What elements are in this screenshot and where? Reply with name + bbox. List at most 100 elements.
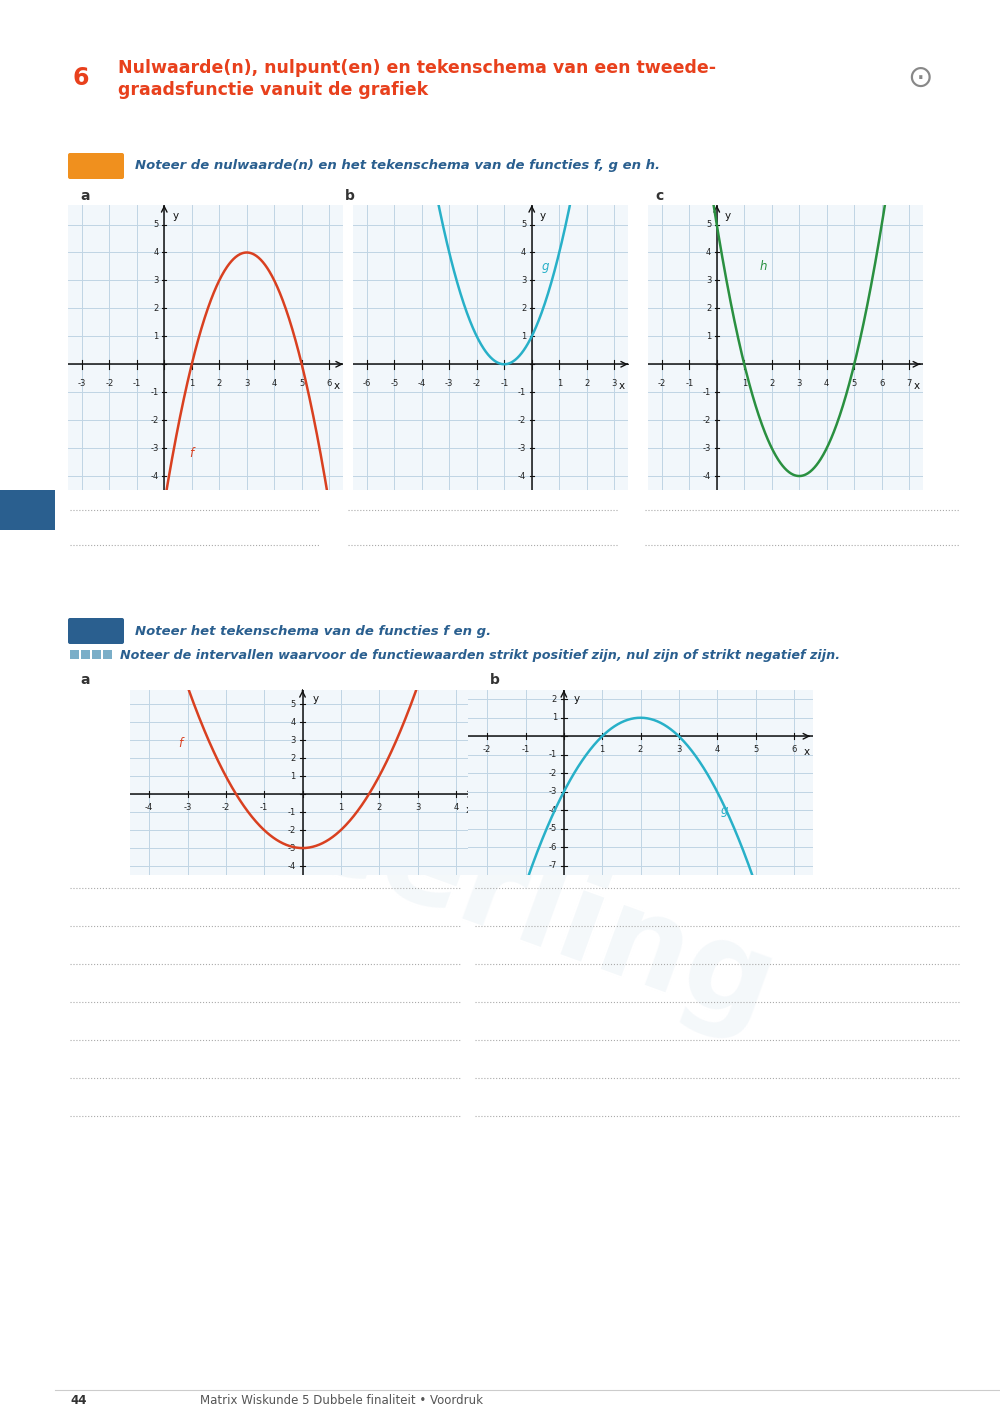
- Text: -2: -2: [105, 379, 113, 387]
- Text: -6: -6: [363, 379, 371, 387]
- Text: 4: 4: [715, 745, 720, 755]
- Text: 3: 3: [244, 379, 249, 387]
- Text: 4: 4: [824, 379, 829, 387]
- Text: -1: -1: [150, 387, 159, 397]
- Text: 3: 3: [415, 803, 420, 813]
- Text: 5: 5: [753, 745, 758, 755]
- Text: b: b: [345, 189, 355, 204]
- Bar: [0, 491, 55, 530]
- Text: -2: -2: [473, 379, 481, 387]
- FancyBboxPatch shape: [68, 618, 124, 643]
- Text: 2: 2: [638, 745, 643, 755]
- Text: -2: -2: [483, 745, 491, 755]
- Text: b: b: [490, 673, 500, 687]
- Bar: [103, 650, 112, 659]
- Text: -7: -7: [549, 861, 557, 870]
- Text: -3: -3: [287, 844, 296, 853]
- Text: c: c: [655, 189, 663, 204]
- Text: x: x: [803, 748, 810, 758]
- Text: -1: -1: [703, 387, 711, 397]
- Text: 4: 4: [706, 247, 711, 257]
- Text: 4: 4: [521, 247, 526, 257]
- Bar: [70, 650, 79, 659]
- Text: -3: -3: [549, 788, 557, 796]
- Text: 6A: 6A: [86, 158, 106, 173]
- Text: g: g: [721, 803, 729, 817]
- Text: f: f: [178, 737, 182, 751]
- Text: h: h: [760, 260, 767, 273]
- Text: x: x: [334, 382, 340, 392]
- Text: 3: 3: [612, 379, 617, 387]
- Text: -3: -3: [703, 444, 711, 452]
- Text: 1: 1: [552, 713, 557, 723]
- Text: -3: -3: [183, 803, 192, 813]
- Text: a: a: [80, 189, 90, 204]
- Text: a: a: [80, 673, 90, 687]
- Text: 3: 3: [290, 735, 296, 745]
- Text: graadsfunctie vanuit de grafiek: graadsfunctie vanuit de grafiek: [118, 81, 428, 99]
- Text: -1: -1: [685, 379, 693, 387]
- Text: Matrix Wiskunde 5 Dubbele finaliteit • Voordruk: Matrix Wiskunde 5 Dubbele finaliteit • V…: [200, 1394, 483, 1407]
- Text: y: y: [725, 211, 731, 221]
- Text: 44: 44: [70, 1394, 87, 1407]
- Text: 6: 6: [327, 379, 332, 387]
- Text: 4: 4: [272, 379, 277, 387]
- Text: 2: 2: [584, 379, 589, 387]
- Text: 1: 1: [189, 379, 194, 387]
- Text: 6: 6: [791, 745, 797, 755]
- Text: Noteer het tekenschema van de functies f en g.: Noteer het tekenschema van de functies f…: [135, 625, 491, 638]
- Text: 1: 1: [338, 803, 343, 813]
- Text: 7: 7: [907, 379, 912, 387]
- Text: -4: -4: [549, 806, 557, 814]
- Text: 2: 2: [22, 501, 33, 519]
- Text: f: f: [190, 447, 194, 460]
- Text: 1: 1: [521, 332, 526, 341]
- Text: -4: -4: [287, 861, 296, 871]
- FancyBboxPatch shape: [68, 153, 124, 180]
- Text: -1: -1: [518, 387, 526, 397]
- Text: -1: -1: [521, 745, 530, 755]
- Text: -2: -2: [287, 826, 296, 834]
- Text: x: x: [465, 806, 472, 816]
- Text: 5: 5: [290, 700, 296, 708]
- Text: 6: 6: [72, 66, 88, 90]
- Text: 6: 6: [879, 379, 884, 387]
- Text: y: y: [173, 211, 179, 221]
- Text: 1: 1: [706, 332, 711, 341]
- Text: 3: 3: [521, 276, 526, 286]
- Text: -2: -2: [150, 416, 159, 424]
- Text: -1: -1: [500, 379, 508, 387]
- Text: 1: 1: [290, 772, 296, 781]
- Text: -6: -6: [549, 843, 557, 851]
- Text: ⊙: ⊙: [907, 64, 933, 92]
- Text: 2: 2: [706, 304, 711, 312]
- Text: -3: -3: [150, 444, 159, 452]
- Text: 5: 5: [852, 379, 857, 387]
- Bar: [92, 650, 101, 659]
- Text: -2: -2: [549, 769, 557, 778]
- Text: x: x: [619, 382, 625, 392]
- Text: 3: 3: [706, 276, 711, 286]
- Text: 3: 3: [676, 745, 682, 755]
- Text: -5: -5: [549, 824, 557, 833]
- Text: 5: 5: [706, 221, 711, 229]
- Text: 3: 3: [797, 379, 802, 387]
- Text: -2: -2: [658, 379, 666, 387]
- Text: 4: 4: [453, 803, 458, 813]
- Text: 5: 5: [299, 379, 304, 387]
- Text: 1: 1: [557, 379, 562, 387]
- Text: 2: 2: [377, 803, 382, 813]
- Text: 5: 5: [521, 221, 526, 229]
- Text: 1: 1: [154, 332, 159, 341]
- Text: 5: 5: [154, 221, 159, 229]
- Text: -2: -2: [703, 416, 711, 424]
- Text: -1: -1: [549, 751, 557, 759]
- Text: y: y: [313, 694, 319, 704]
- Text: 2: 2: [154, 304, 159, 312]
- Text: 4: 4: [154, 247, 159, 257]
- Text: Nulwaarde(n), nulpunt(en) en tekenschema van een tweede-: Nulwaarde(n), nulpunt(en) en tekenschema…: [118, 59, 716, 76]
- Text: -4: -4: [145, 803, 153, 813]
- Text: -3: -3: [518, 444, 526, 452]
- Text: 2: 2: [290, 754, 296, 762]
- Text: -1: -1: [260, 803, 268, 813]
